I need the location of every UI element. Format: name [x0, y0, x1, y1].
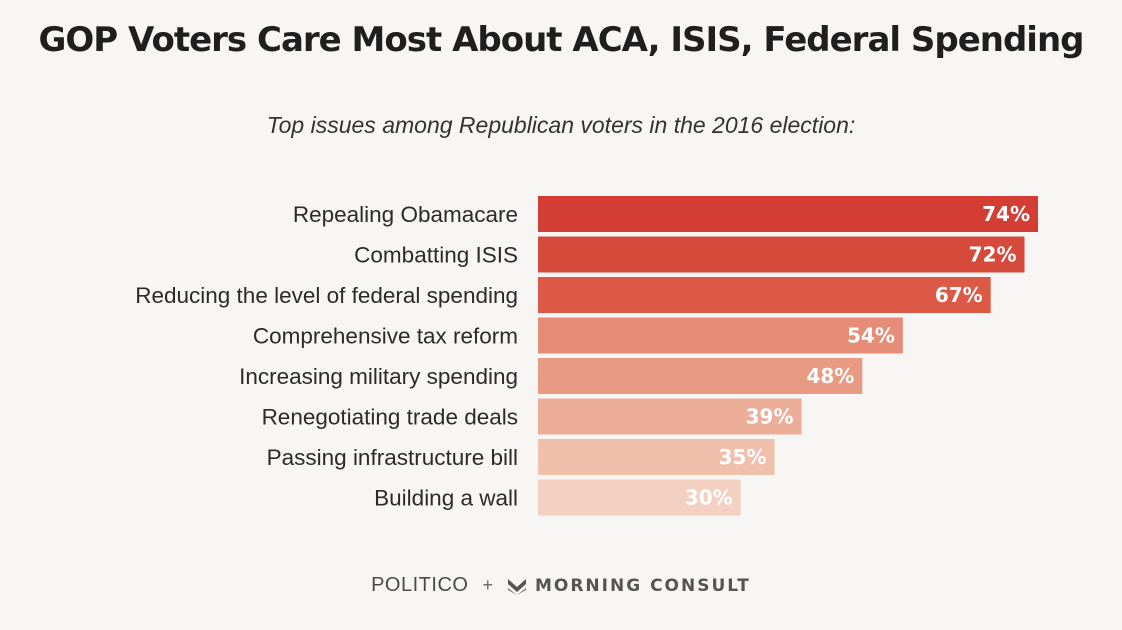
politico-logo: POLITICO: [371, 574, 469, 596]
morning-consult-logo-icon: [507, 577, 527, 595]
bar-2: [538, 236, 1025, 273]
bar-5: [538, 358, 863, 394]
value-label-2: 72%: [969, 243, 1017, 267]
bar-7: [538, 439, 775, 475]
value-label-4: 54%: [847, 324, 895, 348]
value-label-5: 48%: [806, 364, 854, 388]
category-label-6: Renegotiating trade deals: [262, 405, 518, 430]
bar-6: [538, 398, 802, 435]
value-label-7: 35%: [719, 445, 767, 469]
category-label-7: Passing infrastructure bill: [267, 445, 518, 470]
category-label-2: Combatting ISIS: [354, 243, 518, 268]
category-label-3: Reducing the level of federal spending: [135, 283, 518, 308]
category-label-1: Repealing Obamacare: [293, 202, 518, 227]
category-label-5: Increasing military spending: [239, 364, 518, 389]
value-label-8: 30%: [685, 486, 733, 510]
bar-4: [538, 317, 903, 354]
bar-chart: Repealing Obamacare 74% Combatting ISIS 72%…: [135, 196, 1038, 516]
footer-credits: POLITICO + MORNING CONSULT: [0, 574, 1122, 597]
plus-sign: +: [482, 575, 493, 595]
category-label-8: Building a wall: [374, 486, 518, 511]
chart-title: GOP Voters Care Most About ACA, ISIS, Fe…: [38, 20, 1084, 60]
bar-8: [538, 479, 741, 516]
value-label-1: 74%: [982, 202, 1030, 226]
bar-1: [538, 196, 1038, 232]
morning-consult-text: MORNING CONSULT: [534, 575, 751, 596]
value-label-3: 67%: [935, 283, 983, 307]
value-label-6: 39%: [746, 405, 794, 429]
category-label-4: Comprehensive tax reform: [253, 324, 518, 349]
chart-subtitle: Top issues among Republican voters in th…: [266, 112, 856, 138]
morning-consult-logo: MORNING CONSULT: [507, 576, 751, 596]
bar-3: [538, 277, 991, 313]
